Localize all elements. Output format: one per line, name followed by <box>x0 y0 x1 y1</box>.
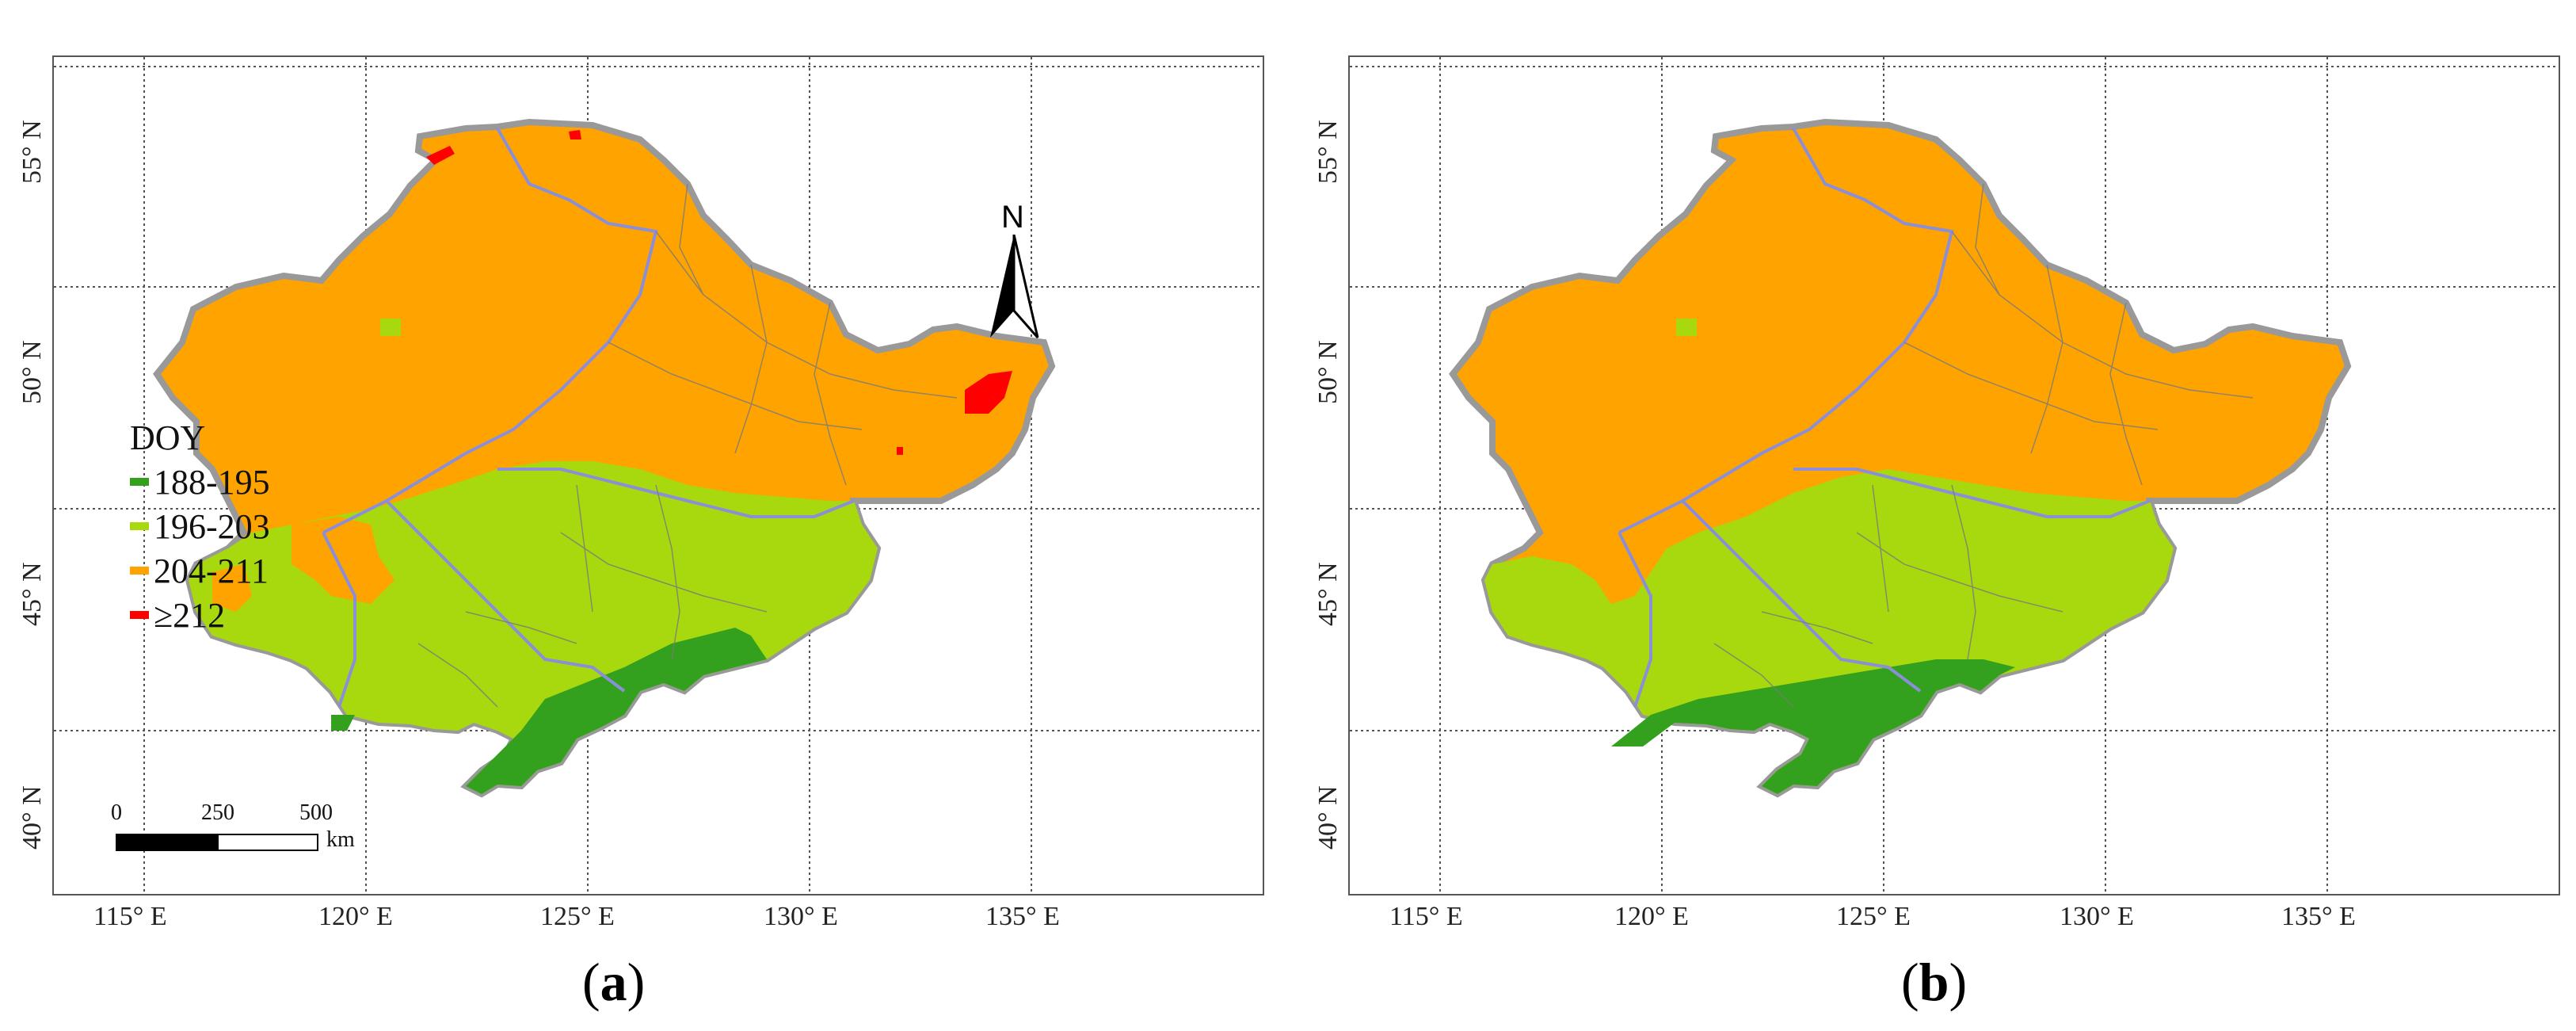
lat-label-45: 45° N <box>17 562 47 626</box>
lat-label-50: 50° N <box>1313 340 1343 404</box>
zone-212-north-b <box>569 130 581 139</box>
lat-label-45: 45° N <box>1313 562 1343 626</box>
legend-item-188-195: 188-195 <box>130 460 270 504</box>
caption-open-paren: ( <box>1901 952 1919 1012</box>
lat-label-40: 40° N <box>17 785 47 850</box>
legend-item-204-211: 204-211 <box>130 548 270 593</box>
region-outline <box>153 118 1056 798</box>
map-svg-a <box>54 57 1263 894</box>
county-boundaries <box>417 183 958 708</box>
map-panel-b: 40° N 45° N 50° N 55° N 115° E 120° E 12… <box>1313 55 2560 931</box>
north-arrow-icon <box>990 235 1039 338</box>
legend-swatch <box>130 478 149 486</box>
map-svg-b <box>1350 57 2559 894</box>
scale-unit: km <box>326 827 355 852</box>
lon-label-135: 135° E <box>2281 902 2356 931</box>
zone-204-211-sw <box>212 564 252 612</box>
zone-212-north-a <box>426 146 455 165</box>
caption-b: (b) <box>1901 951 1967 1014</box>
province-boundaries <box>1618 128 2151 708</box>
lon-label-120: 120° E <box>1614 902 1689 931</box>
zone-188-195 <box>1611 659 2015 794</box>
scale-bar-white <box>217 834 318 851</box>
region-outline <box>1449 118 2352 798</box>
legend-label: 188-195 <box>154 462 270 502</box>
lon-label-125: 125° E <box>540 902 615 931</box>
scale-tick-250: 250 <box>201 800 234 825</box>
caption-close-paren: ) <box>627 952 646 1012</box>
legend-swatch <box>130 522 149 530</box>
caption-open-paren: ( <box>582 952 600 1012</box>
lat-label-40: 40° N <box>1313 785 1343 850</box>
scale-bar-black <box>116 834 217 851</box>
north-letter: N <box>1001 200 1024 235</box>
lon-label-125: 125° E <box>1836 902 1911 931</box>
legend-label: 204-211 <box>154 551 269 590</box>
legend-swatch <box>130 611 149 619</box>
zone-212-spot <box>897 447 903 455</box>
zone-196-203-spot <box>380 319 401 336</box>
legend-label: ≥212 <box>154 595 226 635</box>
lon-label-130: 130° E <box>764 902 838 931</box>
county-boundaries <box>1713 183 2254 708</box>
zone-212-northeast <box>965 371 1012 414</box>
lon-label-130: 130° E <box>2060 902 2134 931</box>
zone-196-203-spot <box>1676 319 1697 336</box>
caption-letter: b <box>1919 952 1949 1012</box>
lat-label-50: 50° N <box>17 340 47 404</box>
lat-label-55: 55° N <box>17 120 47 184</box>
lon-label-120: 120° E <box>318 902 393 931</box>
lon-label-115: 115° E <box>93 902 167 931</box>
legend-label: 196-203 <box>154 506 270 546</box>
map-panel-a: 40° N 45° N 50° N 55° N 115° E 120° E 12… <box>17 55 1264 931</box>
legend-title: DOY <box>130 418 206 457</box>
caption-letter: a <box>600 952 627 1012</box>
legend-item-212: ≥212 <box>130 593 270 637</box>
zone-188-195-sw <box>331 715 355 731</box>
lon-label-115: 115° E <box>1389 902 1463 931</box>
lat-label-55: 55° N <box>1313 120 1343 184</box>
scale-tick-500: 500 <box>299 800 333 825</box>
caption-close-paren: ) <box>1949 952 1968 1012</box>
scale-tick-0: 0 <box>111 800 122 825</box>
zone-188-195 <box>466 628 767 794</box>
caption-a: (a) <box>582 951 645 1014</box>
lon-label-135: 135° E <box>985 902 1060 931</box>
legend: DOY 188-195 196-203 204-211 ≥212 <box>130 418 270 637</box>
zone-204-211-west <box>292 517 394 604</box>
legend-item-196-203: 196-203 <box>130 504 270 548</box>
province-boundaries <box>322 128 855 708</box>
legend-swatch <box>130 567 149 575</box>
